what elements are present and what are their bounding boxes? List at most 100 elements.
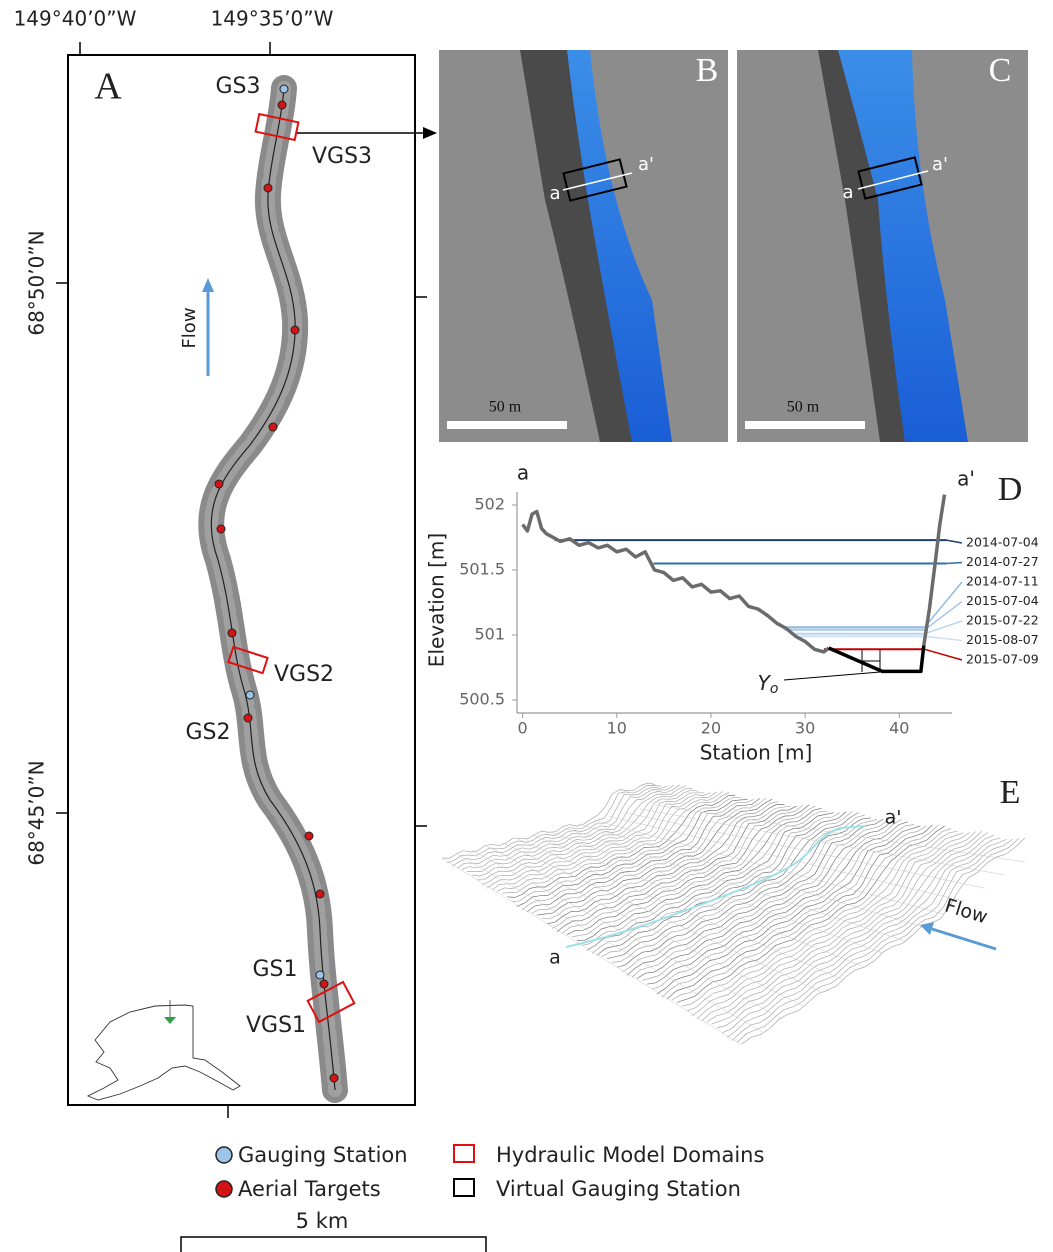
annotation-leader [783,671,881,681]
flow-arrowhead [920,922,934,935]
virtual-gauge-box [857,156,923,200]
lon-label: 149°40’0”W [14,7,137,31]
map-panel: 149°40’0”W 149°35’0”W 68°50’0”N 68°45’0”… [14,7,437,1118]
wire [671,824,939,1001]
wire [646,821,908,985]
target [243,713,253,723]
target [268,422,278,432]
wire [556,805,797,933]
site-label: VGS1 [246,1013,306,1038]
wire [624,812,985,889]
legend-symbol [215,1180,233,1198]
wire [517,838,844,980]
series-label: 2014-07-04 [966,535,1039,550]
x-tick-label: 30 [795,719,815,738]
lat-label: 68°50’0”N [25,230,49,335]
wire [591,812,841,954]
wire [594,819,945,915]
wire [541,801,779,920]
annotation: Yo [758,671,779,698]
wire [651,824,915,990]
wire [606,812,859,960]
aerial-targets [214,100,339,1083]
series-label: 2014-07-11 [966,574,1039,589]
wire [451,785,668,867]
wire [741,837,1026,1045]
wire [626,818,884,976]
y-tick-label: 501 [474,625,505,644]
wire [681,828,952,1007]
scale-label: 5 km [296,1209,349,1233]
site-label: GS3 [215,74,260,99]
transect [562,172,633,191]
panel-letter: D [998,471,1023,508]
target [329,1073,339,1083]
alaska-outline [86,1004,241,1101]
site-label: GS2 [185,720,230,745]
line-series [521,509,830,654]
wire [636,817,896,979]
wire [601,811,853,957]
label-leader [924,648,963,661]
legend-label: Virtual Gauging Station [496,1177,741,1201]
wire [609,816,965,902]
wire [581,810,828,946]
y-axis-label: Elevation [m] [425,533,449,667]
connector-head [423,127,437,139]
model-domain [306,980,356,1024]
legend-symbol [453,1144,475,1163]
alaska-inset [86,1000,241,1101]
target [304,831,314,841]
wire [639,808,1005,876]
wire [721,837,1001,1034]
cross-section-chart: a a' D Station [m] Elevation [m] Yo 500.… [425,461,1039,765]
legend-label: Gauging Station [238,1143,408,1167]
wire [696,832,970,1020]
water [838,50,968,442]
wire [533,835,864,967]
target [277,100,287,110]
wire [487,846,803,1007]
wire [711,832,989,1025]
transect-end: a' [638,154,654,175]
wire [456,784,674,869]
lat-label: 68°45’0”N [25,760,49,865]
wire [691,832,964,1016]
wire [566,804,810,936]
wire [486,792,711,889]
model-domain [227,645,269,675]
transect-end: a' [957,467,975,491]
wire [551,805,791,929]
label-leader [924,620,963,635]
target [214,479,224,489]
wire [621,819,878,973]
series-label: 2015-07-22 [966,613,1039,628]
photo-c: a a' C 50 m [737,50,1028,442]
y-tick-label: 501.5 [459,560,505,579]
target [319,979,329,989]
wire [481,792,705,886]
target [216,524,226,534]
wire [716,834,995,1029]
transect-line [565,825,867,948]
wire [457,853,763,1033]
target [315,889,325,899]
wireframe [441,782,1026,1046]
annotation-symbol: Y [758,671,772,695]
target [290,325,300,335]
wire [631,818,890,978]
gauge [279,84,289,94]
gauge [245,690,255,700]
y-tick-label: 502 [474,495,505,514]
site-label: VGS3 [312,144,372,169]
flow-arrowhead [202,278,214,292]
wire [686,830,958,1012]
gauge [315,970,325,980]
series-label: 2015-08-07 [966,632,1039,647]
water [567,50,672,442]
wire [472,850,783,1020]
terrain-model: E a a' Flow [441,774,1026,1046]
wire [676,825,945,1003]
